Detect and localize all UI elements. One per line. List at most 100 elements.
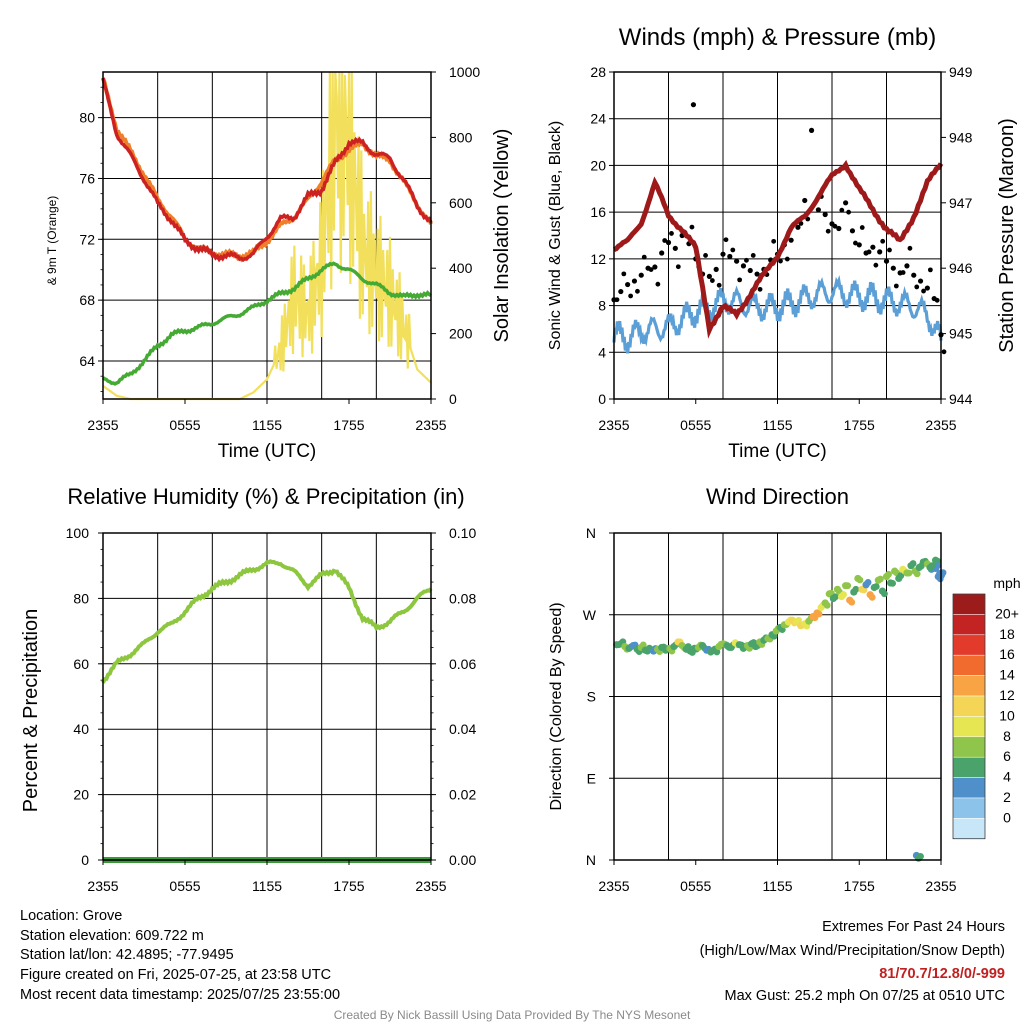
- gust-point: [655, 281, 661, 287]
- legend-label: 8: [1003, 728, 1011, 744]
- gust-point: [859, 225, 865, 230]
- ytick-right-label: 200: [449, 326, 473, 342]
- gust-point: [614, 297, 620, 303]
- ytick-left-label: W: [583, 607, 597, 623]
- chart-title-humidity: Relative Humidity (%) & Precipitation (i…: [67, 484, 464, 509]
- wind-direction-point: [909, 560, 917, 567]
- gust-point: [631, 278, 638, 284]
- gust-point: [635, 288, 640, 294]
- wind-direction-point: [840, 591, 847, 598]
- wind-direction-point: [928, 562, 936, 570]
- gust-point: [757, 286, 763, 292]
- xtick-label: 2355: [415, 417, 446, 433]
- gust-point: [709, 278, 715, 283]
- legend-label: 20+: [995, 605, 1019, 621]
- wind-direction-point: [848, 598, 856, 606]
- gust-point: [843, 200, 849, 206]
- wind-direction-point: [881, 590, 888, 598]
- gust-point: [815, 207, 821, 213]
- x-axis-label: Time (UTC): [218, 441, 317, 462]
- gust-point: [720, 251, 726, 257]
- xtick-label: 1155: [252, 878, 282, 894]
- ytick-left-label: 80: [73, 590, 89, 606]
- gust-point: [802, 197, 808, 204]
- gust-point: [911, 272, 917, 278]
- wind-direction-point: [832, 593, 839, 601]
- ytick-right-label: 0.06: [449, 656, 476, 672]
- gust-point: [890, 265, 896, 271]
- legend-swatch: [952, 695, 986, 717]
- wind-direction-point: [872, 583, 880, 590]
- ytick-left-label: 20: [73, 787, 89, 803]
- xtick-label: 2355: [598, 417, 629, 433]
- xtick-label: 1155: [762, 417, 792, 433]
- y-axis-label-right: Station Pressure (Maroon): [996, 118, 1018, 353]
- gust-point: [723, 237, 729, 243]
- gust-point: [706, 273, 712, 279]
- wind-direction-point: [815, 610, 823, 618]
- gust-point: [907, 245, 913, 251]
- gust-point: [832, 223, 838, 229]
- ytick-left-label: 20: [590, 157, 606, 173]
- most-recent-timestamp: Most recent data timestamp: 2025/07/25 2…: [20, 987, 341, 1003]
- ytick-left-label: 28: [590, 64, 606, 80]
- gust-point: [893, 283, 899, 289]
- ytick-right-label: 946: [949, 260, 973, 276]
- legend-swatch: [952, 818, 986, 840]
- xtick-label: 1755: [333, 417, 364, 433]
- ytick-right-label: 948: [949, 129, 973, 145]
- wind-direction-point: [864, 578, 872, 586]
- legend-label: 18: [999, 626, 1015, 642]
- legend-frame: [952, 593, 986, 840]
- legend-swatch: [952, 675, 986, 697]
- gust-point: [822, 211, 828, 218]
- gust-point: [825, 228, 831, 234]
- gust-point: [917, 278, 924, 284]
- ytick-left-label: 8: [598, 298, 606, 314]
- xtick-label: 0555: [169, 417, 200, 433]
- ytick-right-label: 0: [449, 391, 457, 407]
- gust-point: [866, 249, 872, 255]
- ytick-left-label: 0: [81, 852, 89, 868]
- ytick-left-label: 16: [590, 204, 606, 220]
- gust-point: [628, 293, 634, 299]
- gust-point: [900, 270, 906, 275]
- xtick-label: 0555: [680, 878, 711, 894]
- xtick-label: 1755: [844, 417, 875, 433]
- gust-point: [873, 262, 879, 268]
- gust-point: [669, 231, 674, 236]
- wind-direction-point: [913, 570, 921, 578]
- legend-swatch: [952, 593, 986, 615]
- wind-direction-point: [823, 601, 831, 609]
- legend-label: 0: [1003, 809, 1011, 825]
- gust-point: [754, 271, 760, 277]
- wind-direction-point: [889, 579, 897, 587]
- ytick-right-label: 0.10: [449, 525, 476, 541]
- wind-direction-point: [934, 562, 941, 570]
- xtick-label: 2355: [925, 417, 956, 433]
- gust-point: [924, 285, 930, 291]
- xtick-label: 2355: [415, 878, 446, 894]
- series-2m-temperature: [101, 77, 433, 263]
- wind-direction-point: [713, 648, 721, 656]
- gust-point: [638, 272, 644, 278]
- xtick-label: 1155: [762, 878, 792, 894]
- gust-point: [904, 263, 910, 269]
- gust-point: [662, 238, 668, 243]
- xtick-label: 1155: [252, 417, 282, 433]
- gust-point: [730, 247, 736, 253]
- ytick-left-label: 40: [73, 721, 89, 737]
- legend-label: 16: [999, 646, 1015, 662]
- xtick-label: 1755: [333, 878, 364, 894]
- legend-swatch: [952, 716, 986, 738]
- x-axis-label: Time (UTC): [728, 441, 827, 462]
- gust-point: [672, 245, 678, 251]
- gust-point: [690, 102, 697, 108]
- figure-created: Figure created on Fri, 2025-07-25, at 23…: [20, 967, 332, 983]
- gust-point: [856, 242, 862, 248]
- gust-point: [788, 237, 794, 243]
- ytick-left-label: 24: [590, 111, 606, 127]
- extremes-subtitle: (High/Low/Max Wind/Precipitation/Snow De…: [699, 943, 1005, 959]
- wind-direction-point: [868, 593, 876, 601]
